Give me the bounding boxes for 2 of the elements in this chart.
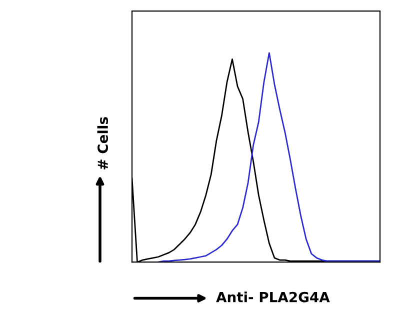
y-axis-title: # Cells — [97, 117, 108, 170]
x-axis-title: Anti- PLA2G4A — [216, 292, 330, 302]
